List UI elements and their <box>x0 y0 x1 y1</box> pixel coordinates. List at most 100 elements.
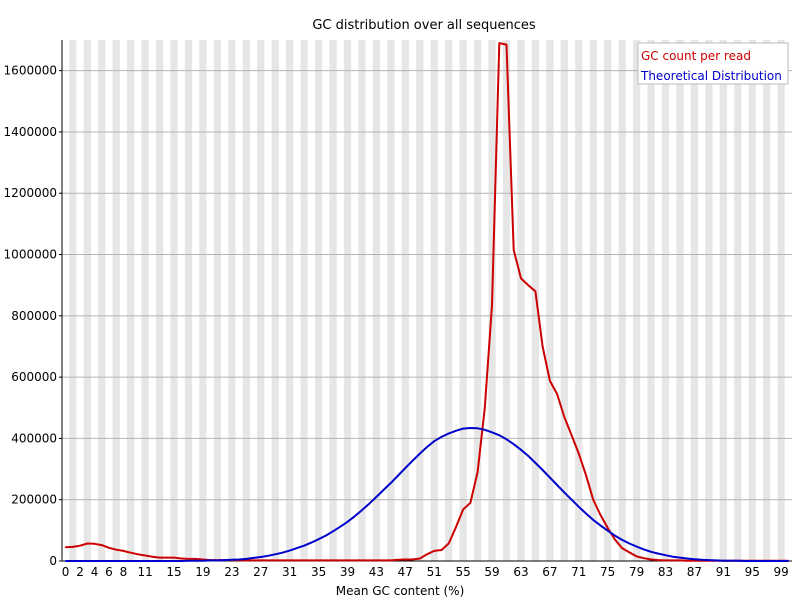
background-band <box>372 40 381 561</box>
data-point <box>72 560 74 562</box>
data-point <box>520 277 522 280</box>
x-tick-label: 8 <box>120 565 128 579</box>
data-point <box>621 539 623 541</box>
background-band <box>401 40 409 561</box>
y-tick-label: 1400000 <box>4 125 57 139</box>
data-point <box>534 290 537 293</box>
data-point <box>520 448 522 451</box>
legend-entry: GC count per read <box>641 49 751 63</box>
data-point <box>708 559 710 561</box>
chart-title: GC distribution over all sequences <box>312 18 536 33</box>
data-point <box>599 514 602 516</box>
data-point <box>259 556 262 558</box>
x-tick-label: 71 <box>571 565 586 579</box>
background-band <box>314 40 323 561</box>
background-band <box>473 40 482 561</box>
data-point <box>310 559 313 562</box>
data-point <box>693 559 696 562</box>
x-tick-label: 19 <box>195 565 210 579</box>
background-band <box>647 40 655 561</box>
data-point <box>158 560 161 562</box>
data-point <box>592 498 595 501</box>
data-point <box>281 559 284 562</box>
data-point <box>231 558 233 561</box>
data-point <box>563 491 566 494</box>
data-point <box>346 559 349 562</box>
background-band <box>763 40 771 561</box>
data-point <box>332 559 334 562</box>
data-point <box>151 560 154 562</box>
y-axis-ticks: 0 200000 400000 600000 800000 1000000 1200000 1… <box>4 64 62 568</box>
data-point <box>361 509 363 511</box>
data-point <box>274 559 277 562</box>
data-point <box>541 345 544 348</box>
data-point <box>72 546 74 548</box>
y-tick-label: 0 <box>49 554 57 568</box>
y-tick-label: 800000 <box>11 309 57 323</box>
x-tick-label: 31 <box>282 565 297 579</box>
x-tick-label: 67 <box>542 565 557 579</box>
data-point <box>79 560 81 562</box>
data-point <box>505 43 508 46</box>
data-point <box>418 557 421 560</box>
x-tick-label: 79 <box>629 565 644 579</box>
data-point <box>187 558 190 560</box>
data-point <box>137 553 139 556</box>
data-point <box>570 434 573 437</box>
data-point <box>418 452 421 455</box>
data-point <box>447 432 450 435</box>
data-point <box>202 559 204 562</box>
data-point <box>317 538 320 541</box>
x-axis-label: Mean GC content (%) <box>336 584 465 598</box>
data-point <box>650 558 652 561</box>
data-point <box>744 560 746 562</box>
background-band <box>661 40 670 561</box>
data-point <box>79 544 81 547</box>
background-band <box>719 40 727 561</box>
data-point <box>404 558 407 561</box>
data-point <box>700 558 703 561</box>
data-point <box>628 551 631 554</box>
x-tick-label: 47 <box>398 565 413 579</box>
background-band <box>531 40 540 561</box>
background-band <box>127 40 135 561</box>
data-point <box>267 554 269 557</box>
data-point <box>375 496 378 498</box>
data-point <box>288 549 291 552</box>
data-point <box>577 505 580 508</box>
background-band <box>416 40 424 561</box>
background-band <box>459 40 467 561</box>
data-point <box>129 551 132 554</box>
background-band <box>430 40 438 561</box>
y-tick-label: 400000 <box>11 431 57 445</box>
data-point <box>585 474 587 476</box>
background-band <box>734 40 742 561</box>
background-band <box>300 40 308 561</box>
data-point <box>216 559 219 562</box>
data-point <box>100 560 103 562</box>
x-tick-label: 4 <box>91 565 99 579</box>
background-band <box>286 40 294 561</box>
data-point <box>484 429 486 431</box>
background-band <box>242 40 250 561</box>
data-point <box>679 559 681 562</box>
data-point <box>505 438 508 441</box>
data-point <box>599 524 602 527</box>
background-band <box>213 40 222 561</box>
x-tick-label: 6 <box>105 565 113 579</box>
background-band <box>748 40 756 561</box>
data-point <box>650 551 652 553</box>
data-point <box>332 530 334 533</box>
x-tick-label: 51 <box>427 565 442 579</box>
background-band <box>83 40 91 561</box>
x-tick-label: 15 <box>166 565 181 579</box>
background-band <box>632 40 641 561</box>
background-band <box>112 40 120 561</box>
data-point <box>303 544 305 547</box>
data-point <box>296 547 298 549</box>
data-point <box>447 542 450 545</box>
x-tick-label: 39 <box>340 565 355 579</box>
alternating-background-bands <box>69 40 785 561</box>
data-point <box>108 560 110 562</box>
